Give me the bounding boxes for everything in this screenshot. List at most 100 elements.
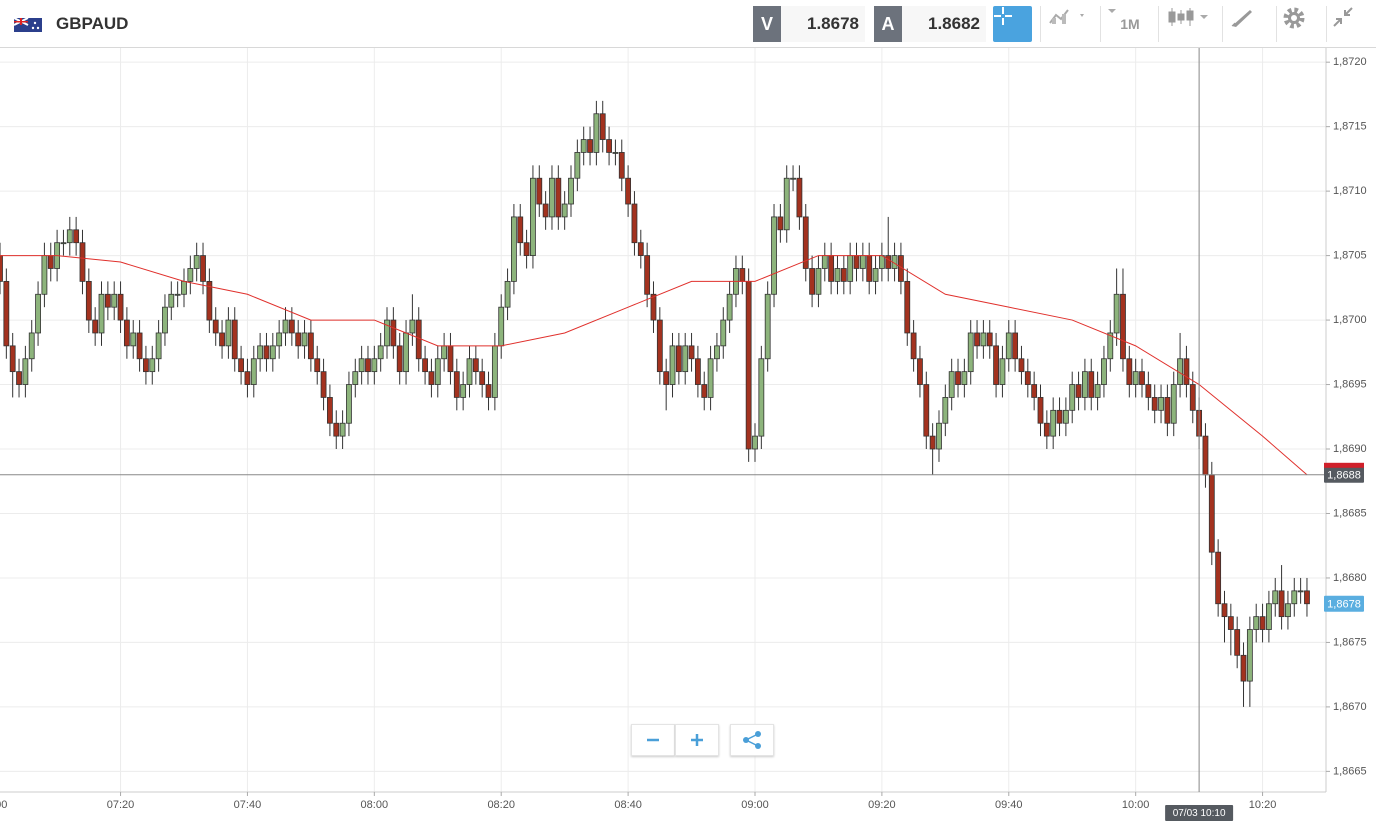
ask-label[interactable]: A [874, 6, 902, 42]
candle-body [802, 216, 809, 269]
candle-body [872, 268, 879, 282]
candle-body [878, 255, 885, 269]
candle-body [98, 293, 105, 334]
candle-body [396, 345, 403, 373]
draw-button[interactable] [1230, 6, 1270, 42]
candle-body [257, 345, 264, 360]
x-tick-label: 08:20 [487, 799, 515, 811]
candle-body [555, 177, 562, 218]
candle-body [1170, 384, 1177, 424]
ask-price[interactable]: 1.8682 [902, 6, 986, 42]
candle-body [504, 280, 511, 308]
candle-body [1158, 397, 1164, 411]
candle-body [85, 280, 92, 321]
candle-style-button[interactable] [1164, 6, 1216, 42]
candle-body [714, 345, 720, 360]
candle-body [745, 280, 752, 450]
candle-body [1164, 397, 1171, 424]
candle-body [618, 152, 625, 179]
candle-body [688, 345, 695, 360]
candle-body [625, 177, 632, 205]
candle-body [1062, 409, 1069, 424]
candle-body [1208, 474, 1215, 553]
candle-body [1132, 371, 1139, 385]
candle-body [1297, 590, 1304, 593]
x-tick-label: 08:40 [614, 799, 642, 811]
candle-body [663, 371, 670, 385]
candle-body [320, 371, 327, 398]
candle-body [1215, 551, 1222, 605]
candle-body [422, 358, 428, 373]
chart-type-button[interactable] [1048, 6, 1096, 42]
separator [1040, 6, 1041, 42]
share-button[interactable] [730, 724, 774, 756]
candle-body [726, 293, 733, 321]
candle-body [104, 293, 111, 308]
y-tick-label: 1,8715 [1333, 121, 1367, 133]
crosshair-button[interactable] [993, 6, 1032, 42]
candle-body [269, 345, 276, 360]
candle-body [777, 216, 784, 231]
candle-body [168, 293, 175, 308]
candle-body [834, 268, 841, 282]
candle-body [517, 216, 524, 244]
candle-body [73, 229, 80, 244]
candle-body [1272, 590, 1279, 605]
candle-body [955, 371, 961, 385]
candle-body [1234, 629, 1241, 656]
y-tick-label: 1,8710 [1333, 185, 1367, 197]
candle-body [574, 152, 581, 179]
candle-body [3, 280, 10, 347]
candle-body [796, 177, 803, 218]
timeframe-button[interactable]: 1M [1106, 6, 1154, 42]
candle-body [212, 319, 219, 334]
candle-body [682, 345, 689, 373]
candle-body [656, 319, 663, 373]
candle-body [1151, 397, 1158, 411]
candle-body [358, 358, 365, 373]
candle-body [288, 319, 295, 334]
candle-body [339, 422, 346, 437]
x-tick-label: 10:20 [1249, 799, 1277, 811]
bid-price[interactable]: 1.8678 [781, 6, 865, 42]
candle-body [193, 255, 200, 269]
candle-body [752, 435, 758, 450]
candle-body [60, 242, 67, 245]
y-tick-label: 1,8720 [1333, 56, 1367, 68]
candle-body [1088, 371, 1095, 398]
candle-body [1012, 332, 1019, 360]
zoom-in-button[interactable] [675, 724, 719, 756]
candle-body [28, 332, 35, 360]
zoom-out-button[interactable] [631, 724, 675, 756]
candle-body [390, 319, 397, 347]
candle-body [485, 384, 492, 398]
candle-body [1101, 358, 1107, 385]
candle-body [948, 371, 955, 398]
candle-body [853, 255, 860, 269]
candle-body [511, 216, 517, 282]
candle-body [434, 358, 441, 385]
candle-body [1024, 371, 1031, 385]
candle-body [1183, 358, 1190, 385]
candle-body [1037, 397, 1044, 424]
candle-body [479, 371, 486, 385]
candle-body [1050, 409, 1057, 437]
collapse-button[interactable] [1332, 6, 1372, 42]
candle-body [276, 332, 283, 347]
candle-body [231, 319, 238, 360]
candle-body [460, 384, 467, 398]
settings-button[interactable] [1282, 6, 1320, 42]
candle-body [327, 397, 333, 424]
crosshair-label: 07/03 10:10 [1173, 808, 1226, 819]
candle-body [47, 255, 54, 269]
price-tag [1324, 595, 1364, 612]
bid-label[interactable]: V [753, 6, 781, 42]
candle-body [530, 177, 536, 256]
candle-body [758, 358, 765, 437]
candle-body [9, 345, 16, 373]
candle-body [675, 345, 682, 373]
candle-body [130, 332, 137, 347]
crosshair-tag [1165, 805, 1234, 821]
candle-body [35, 293, 41, 334]
